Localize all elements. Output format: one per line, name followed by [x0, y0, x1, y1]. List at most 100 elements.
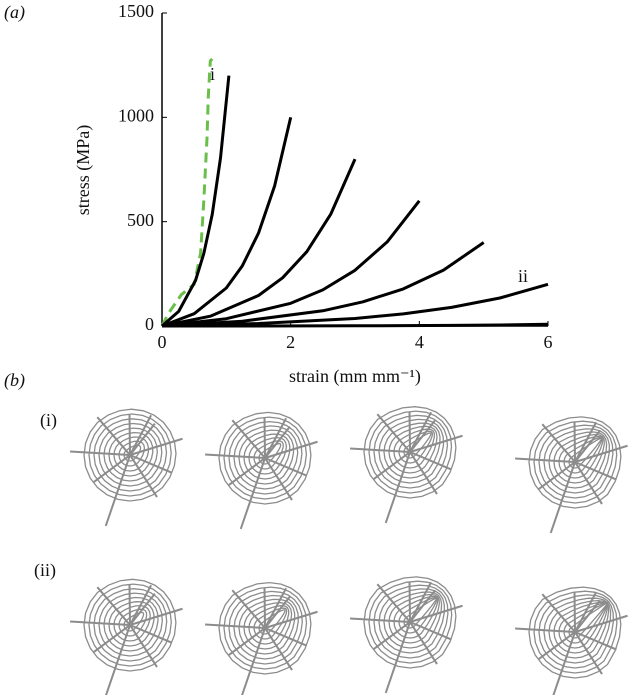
web-spoke [409, 411, 432, 453]
web-ring [378, 588, 445, 654]
row-label: (i) [40, 410, 57, 431]
web-ring [113, 604, 151, 642]
web-spoke [104, 454, 131, 527]
web-ring [553, 601, 608, 654]
web-ring [228, 420, 303, 495]
spider-web [515, 586, 628, 695]
web-spoke [574, 614, 628, 633]
web-ring [383, 422, 441, 479]
spider-web [205, 411, 318, 530]
web-spoke [129, 454, 172, 474]
web-spoke [384, 621, 411, 694]
web-spoke [228, 627, 266, 656]
web-spoke [264, 457, 293, 501]
web-spoke [264, 587, 287, 629]
web-ring [248, 605, 290, 645]
y-tick-label: 1500 [118, 1, 154, 21]
web-ring [558, 435, 604, 479]
web-spoke [264, 627, 293, 671]
web-spoke [552, 631, 576, 695]
web-ring [563, 436, 603, 474]
line [161, 116, 293, 328]
web-ring [108, 431, 154, 477]
web-ring [238, 598, 296, 655]
web-spoke [241, 627, 266, 695]
spider-web [515, 416, 628, 534]
web-ring [373, 584, 449, 659]
web-spoke [228, 457, 266, 486]
web-ring [373, 414, 449, 489]
web-spoke [373, 621, 411, 650]
spider-web [70, 578, 183, 695]
y-tick-label: 0 [145, 314, 154, 334]
web-ring [98, 422, 163, 487]
web-ring [123, 611, 145, 632]
web-spoke [70, 450, 131, 456]
web-ring [398, 596, 438, 634]
web-ring [253, 607, 288, 640]
annotation: ii [518, 266, 528, 286]
spider-web [205, 581, 318, 695]
web-spoke [384, 451, 411, 524]
web-spoke [350, 617, 411, 623]
web-ring [98, 592, 163, 657]
web-ring [248, 436, 288, 475]
web-ring [223, 416, 308, 500]
x-tick-label: 4 [415, 332, 424, 352]
web-spoke [264, 627, 307, 647]
web-spoke [129, 624, 172, 644]
web-ring [378, 418, 445, 484]
web-spoke [515, 457, 576, 463]
web-ring [238, 429, 295, 485]
web-spoke [96, 416, 131, 456]
web-ring [93, 418, 168, 492]
x-tick-label: 6 [544, 332, 553, 352]
web-ring [568, 437, 603, 469]
line [161, 158, 357, 328]
web-ring [93, 588, 168, 662]
web-spoke [93, 454, 131, 483]
web-ring [393, 428, 435, 469]
row-label: (ii) [34, 560, 56, 581]
web-ring [103, 596, 159, 652]
web-ring [228, 590, 303, 665]
web-ring [253, 440, 284, 470]
web-spoke [574, 461, 617, 481]
x-tick-label: 0 [158, 332, 167, 352]
web-ring [368, 410, 453, 494]
y-tick-label: 500 [127, 210, 154, 230]
panel-label: (b) [4, 370, 25, 391]
web-ring [383, 591, 443, 649]
web-spoke [239, 457, 266, 530]
web-spoke [205, 453, 266, 459]
spider-web [350, 406, 463, 524]
web-ring [113, 436, 150, 472]
web-ring [243, 433, 291, 480]
web-ring [393, 595, 439, 639]
web-ring [528, 586, 622, 679]
web-spoke [264, 426, 291, 459]
web-ring [83, 578, 177, 672]
web-ring [548, 599, 610, 659]
line [162, 322, 549, 328]
line [161, 75, 231, 328]
web-ring [88, 413, 172, 497]
line [161, 199, 421, 328]
web-ring [548, 431, 608, 489]
web-ring [538, 594, 615, 669]
web-ring [403, 597, 438, 629]
x-tick-label: 2 [286, 332, 295, 352]
web-ring [223, 586, 308, 670]
web-ring [103, 427, 158, 482]
spider-web [70, 408, 183, 527]
web-ring [543, 428, 610, 494]
web-ring [83, 408, 177, 502]
web-spoke [409, 621, 438, 665]
web-spoke [350, 447, 411, 453]
web-spoke [129, 624, 158, 668]
web-ring [533, 590, 618, 674]
web-ring [543, 597, 612, 664]
y-axis-label: stress (MPa) [73, 125, 94, 216]
web-spoke [574, 631, 603, 675]
web-ring [388, 425, 438, 474]
